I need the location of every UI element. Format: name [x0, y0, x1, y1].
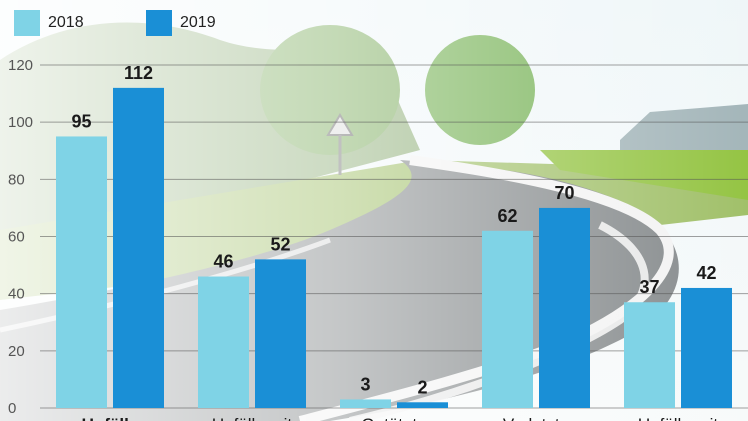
data-label-2019-1: 52 — [270, 234, 290, 254]
legend-label-2019: 2019 — [180, 14, 216, 31]
bar-2018-1 — [198, 276, 249, 408]
data-label-2019-4: 42 — [696, 263, 716, 283]
category-label-4: Unfälle mit — [638, 415, 719, 421]
category-label-1: Unfälle mit — [212, 415, 293, 421]
y-tick-label-20: 20 — [8, 343, 25, 360]
y-tick-label-60: 60 — [8, 229, 25, 246]
data-label-2018-2: 3 — [360, 374, 370, 394]
bar-2018-3 — [482, 230, 533, 408]
data-label-2019-0: 112 — [124, 63, 153, 83]
bar-2019-4 — [681, 287, 732, 408]
bar-2019-3 — [539, 207, 590, 408]
bar-2019-2 — [397, 402, 448, 408]
bar-2019-1 — [255, 259, 306, 408]
legend-swatch-2018 — [14, 10, 40, 36]
bar-2018-4 — [624, 302, 675, 408]
data-label-2019-3: 70 — [554, 183, 574, 203]
bar-2018-2 — [340, 399, 391, 408]
y-tick-label-0: 0 — [8, 400, 16, 417]
legend-swatch-2019 — [146, 10, 172, 36]
bar-2019-0 — [113, 87, 164, 408]
data-label-2018-3: 62 — [497, 206, 517, 226]
data-label-2018-1: 46 — [213, 252, 233, 272]
legend-item-2018: 2018 — [14, 10, 84, 36]
y-tick-label-120: 120 — [8, 57, 33, 74]
data-label-2018-4: 37 — [639, 277, 659, 297]
y-tick-label-80: 80 — [8, 171, 25, 188]
bar-2018-0 — [56, 136, 107, 409]
category-label-2: Getötete — [361, 415, 426, 421]
legend-item-2019: 2019 — [146, 10, 216, 36]
legend-label-2018: 2018 — [48, 14, 84, 31]
y-tick-label-100: 100 — [8, 114, 33, 131]
data-label-2018-0: 95 — [71, 111, 91, 131]
y-tick-label-40: 40 — [8, 286, 25, 303]
data-label-2019-2: 2 — [417, 377, 427, 397]
category-label-0: Unfälle — [82, 415, 139, 421]
category-label-3: Verletzte — [503, 415, 569, 421]
